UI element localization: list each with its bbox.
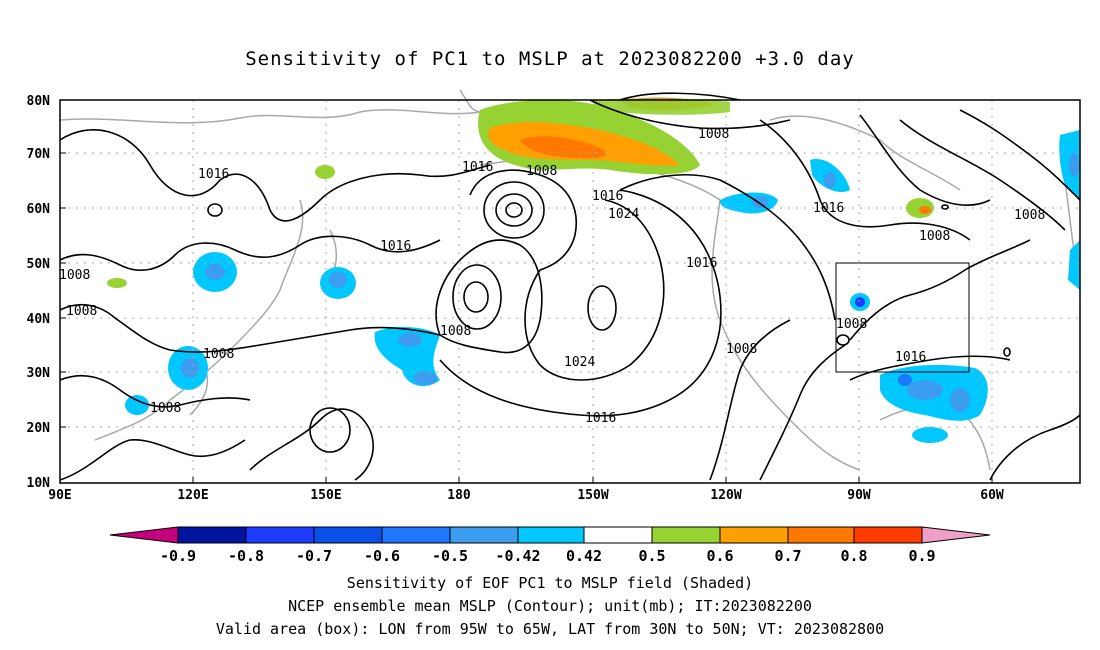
contour-label: 1008 (836, 317, 867, 332)
colorbar-cell (110, 527, 178, 543)
colorbar-label: 0.9 (908, 547, 935, 565)
lon-label: 120W (710, 488, 741, 503)
contour-label: 1008 (150, 401, 181, 416)
colorbar-cell (584, 527, 652, 543)
footer-line-shaded: Sensitivity of EOF PC1 to MSLP field (Sh… (346, 574, 754, 592)
map-frame (59, 99, 1081, 484)
contour-label: 1024 (564, 355, 595, 370)
contour-label: 1016 (592, 189, 623, 204)
lon-label: 180 (447, 488, 471, 503)
sensitivity-shading (107, 97, 1080, 443)
contour-label: 1008 (66, 304, 97, 319)
colorbar-label: 0.7 (774, 547, 801, 565)
contour-label: 1016 (585, 411, 616, 426)
valid-area-box (835, 262, 970, 373)
contour-label: 1016 (686, 256, 717, 271)
colorbar-label: -0.9 (160, 547, 196, 565)
lat-label: 80N (27, 94, 51, 109)
contour-label: 1016 (462, 160, 493, 175)
lon-labels: 90E 120E 150E 180 150W 120W 90W 60W (48, 488, 1004, 503)
colorbar-label: 0.8 (840, 547, 867, 565)
contour-label: 1016 (380, 239, 411, 254)
footer-line-valid-area: Valid area (box): LON from 95W to 65W, L… (215, 620, 885, 638)
colorbar-cell (518, 527, 584, 543)
lon-label: 90E (48, 488, 71, 503)
colorbar-label: 0.42 (566, 547, 602, 565)
colorbar-cell (246, 527, 314, 543)
plot-title: Sensitivity of PC1 to MSLP at 2023082200… (245, 48, 855, 70)
colorbar-label: 0.6 (706, 547, 733, 565)
colorbar-label: -0.8 (228, 547, 264, 565)
lat-label: 40N (27, 312, 51, 327)
colorbar-cell (720, 527, 788, 543)
colorbar: -0.9 -0.8 -0.7 -0.6 -0.5 -0.42 0.42 0.5 … (109, 526, 991, 565)
colorbar-cell (382, 527, 450, 543)
contour-label: 1016 (813, 201, 844, 216)
contour-labels: 1008 1016 1008 1016 1008 1024 1016 1008 … (59, 127, 1045, 426)
contour-label: 1008 (919, 229, 950, 244)
lat-label: 20N (27, 421, 51, 436)
lon-label: 90W (847, 488, 871, 503)
lat-label: 50N (27, 257, 51, 272)
footer-line-contour: NCEP ensemble mean MSLP (Contour); unit(… (288, 597, 812, 615)
contour-label: 1008 (726, 342, 757, 357)
contour-label: 1008 (698, 127, 729, 142)
axis-ticks (60, 99, 993, 483)
colorbar-cell (178, 527, 246, 543)
colorbar-cell (854, 527, 922, 543)
lat-label: 10N (27, 476, 51, 491)
colorbar-cell (450, 527, 518, 543)
contour-label: 1008 (59, 268, 90, 283)
colorbar-label: 0.5 (638, 547, 665, 565)
lat-label: 30N (27, 366, 51, 381)
lon-label: 120E (177, 488, 208, 503)
lon-label: 60W (980, 488, 1004, 503)
colorbar-cell (652, 527, 720, 543)
mslp-contours (59, 92, 1081, 481)
colorbar-cell (314, 527, 382, 543)
lon-label: 150E (310, 488, 341, 503)
contour-label: 1008 (526, 164, 557, 179)
colorbar-label: -0.42 (495, 547, 540, 565)
contour-label: 1008 (1014, 208, 1045, 223)
contour-label: 1008 (440, 324, 471, 339)
lat-label: 60N (27, 202, 51, 217)
colorbar-label: -0.7 (296, 547, 332, 565)
lat-label: 70N (27, 147, 51, 162)
colorbar-cell (788, 527, 854, 543)
lon-label: 150W (577, 488, 608, 503)
colorbar-cell (922, 527, 990, 543)
lat-labels: 80N 70N 60N 50N 40N 30N 20N 10N (27, 94, 51, 491)
contour-label: 1016 (198, 167, 229, 182)
colorbar-label: -0.6 (364, 547, 400, 565)
contour-label: 1008 (203, 347, 234, 362)
contour-label: 1016 (895, 350, 926, 365)
colorbar-label: -0.5 (432, 547, 468, 565)
contour-label: 1024 (608, 207, 639, 222)
